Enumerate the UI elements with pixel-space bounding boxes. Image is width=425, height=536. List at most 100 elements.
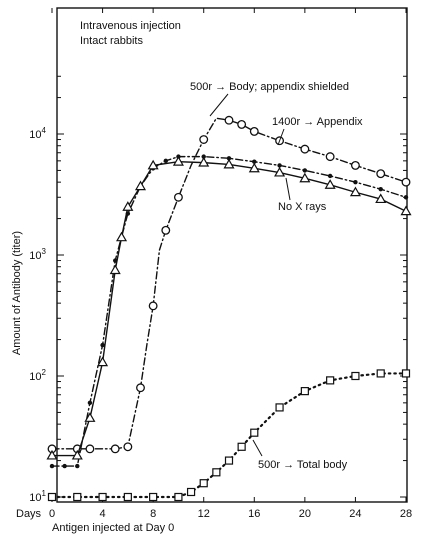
- x-tick-label: 12: [198, 508, 210, 520]
- leader-no-xrays: [285, 177, 291, 201]
- data-point-triangle: [198, 156, 210, 167]
- y-tick-base: 10: [29, 250, 41, 262]
- y-tick-exponent: 2: [42, 368, 47, 377]
- data-point-square: [186, 487, 196, 497]
- x-tick-label: 28: [400, 508, 412, 520]
- data-point-dot: [327, 173, 333, 179]
- data-point-triangle: [134, 180, 147, 191]
- data-point-triangle: [122, 201, 134, 211]
- data-point-circle: [325, 152, 335, 162]
- series-line: [51, 117, 407, 450]
- data-point-square: [275, 403, 284, 412]
- data-point-triangle: [71, 449, 83, 460]
- data-point-dot: [163, 158, 168, 164]
- data-point-circle: [376, 169, 386, 179]
- y-tick-base: 10: [29, 492, 41, 504]
- data-point-triangle: [84, 412, 96, 422]
- data-point-square: [237, 442, 246, 451]
- data-point-square: [326, 376, 335, 385]
- data-point-square: [401, 369, 411, 378]
- data-point-square: [199, 479, 208, 488]
- data-point-triangle: [299, 172, 311, 183]
- data-point-circle: [110, 444, 120, 454]
- series-2: [46, 156, 412, 460]
- series-label-no-xrays: No X rays: [278, 201, 327, 213]
- data-point-square: [73, 492, 82, 502]
- data-point-triangle: [147, 159, 159, 170]
- data-point-triangle: [223, 158, 235, 169]
- leader-body-shielded: [209, 93, 229, 117]
- annotation-line-2: Intact rabbits: [80, 35, 143, 47]
- data-point-dot: [87, 400, 93, 406]
- y-tick-base: 10: [29, 371, 41, 383]
- x-tick-label: 20: [299, 508, 311, 520]
- data-point-square: [98, 492, 107, 502]
- x-tick-label: 8: [150, 508, 156, 520]
- y-axis-label: Amount of Antibody (titer): [11, 231, 23, 355]
- data-point-triangle: [46, 449, 58, 460]
- data-point-dot: [75, 463, 80, 469]
- data-point-triangle: [248, 162, 260, 173]
- y-tick-label: 101: [29, 489, 46, 504]
- y-tick-exponent: 4: [42, 126, 47, 135]
- data-point-square: [300, 387, 309, 396]
- data-point-triangle: [349, 186, 361, 197]
- y-tick-exponent: 1: [42, 489, 47, 498]
- x-tick-label: 24: [349, 508, 361, 520]
- series-label-appendix: 1400r → Appendix: [272, 116, 363, 128]
- y-tick-label: 104: [29, 126, 46, 141]
- data-point-dot: [353, 179, 358, 185]
- data-point-circle: [199, 135, 209, 144]
- series-label-total-body: 500r → Total body: [258, 459, 348, 471]
- x-axis-label: Antigen injected at Day 0: [52, 522, 174, 534]
- data-point-circle: [136, 383, 145, 393]
- data-point-circle: [350, 160, 360, 170]
- data-point-circle: [300, 144, 310, 154]
- data-point-dot: [378, 186, 383, 192]
- x-axis-days-prefix: Days: [16, 508, 42, 520]
- data-point-dot: [62, 463, 67, 469]
- series-line: [51, 155, 407, 467]
- data-point-circle: [85, 444, 95, 454]
- data-point-triangle: [274, 166, 286, 177]
- x-tick-label: 4: [100, 508, 106, 520]
- data-point-square: [47, 492, 57, 502]
- y-tick-label: 103: [29, 247, 46, 262]
- data-point-triangle: [116, 231, 128, 242]
- data-point-circle: [173, 192, 183, 202]
- y-tick-exponent: 3: [42, 247, 47, 256]
- series-layer: [46, 115, 412, 502]
- data-point-circle: [161, 225, 171, 235]
- data-point-triangle: [324, 179, 336, 189]
- series-1: [49, 154, 409, 469]
- data-point-circle: [123, 442, 133, 452]
- data-point-dot: [302, 168, 308, 173]
- data-point-triangle: [109, 264, 121, 275]
- data-point-square: [174, 492, 183, 502]
- data-point-circle: [224, 115, 234, 125]
- data-point-square: [212, 468, 221, 477]
- y-tick-label: 102: [29, 368, 46, 383]
- data-point-dot: [226, 156, 232, 161]
- data-point-triangle: [172, 156, 184, 166]
- x-tick-label: 0: [49, 508, 55, 520]
- series-line: [50, 372, 408, 499]
- data-point-circle: [401, 177, 411, 187]
- x-tick-label: 16: [248, 508, 260, 520]
- series-0: [47, 115, 411, 454]
- y-tick-base: 10: [29, 129, 41, 141]
- data-point-square: [376, 369, 385, 378]
- data-point-triangle: [97, 356, 109, 367]
- data-point-triangle: [400, 205, 412, 216]
- data-point-circle: [249, 126, 259, 136]
- data-point-circle: [237, 119, 247, 129]
- data-point-dot: [252, 159, 257, 164]
- leader-total-body: [252, 439, 263, 457]
- data-point-dot: [277, 163, 282, 168]
- data-point-dot: [403, 195, 409, 200]
- data-point-circle: [148, 301, 158, 311]
- data-point-square: [224, 456, 234, 465]
- leader-appendix: [277, 128, 285, 146]
